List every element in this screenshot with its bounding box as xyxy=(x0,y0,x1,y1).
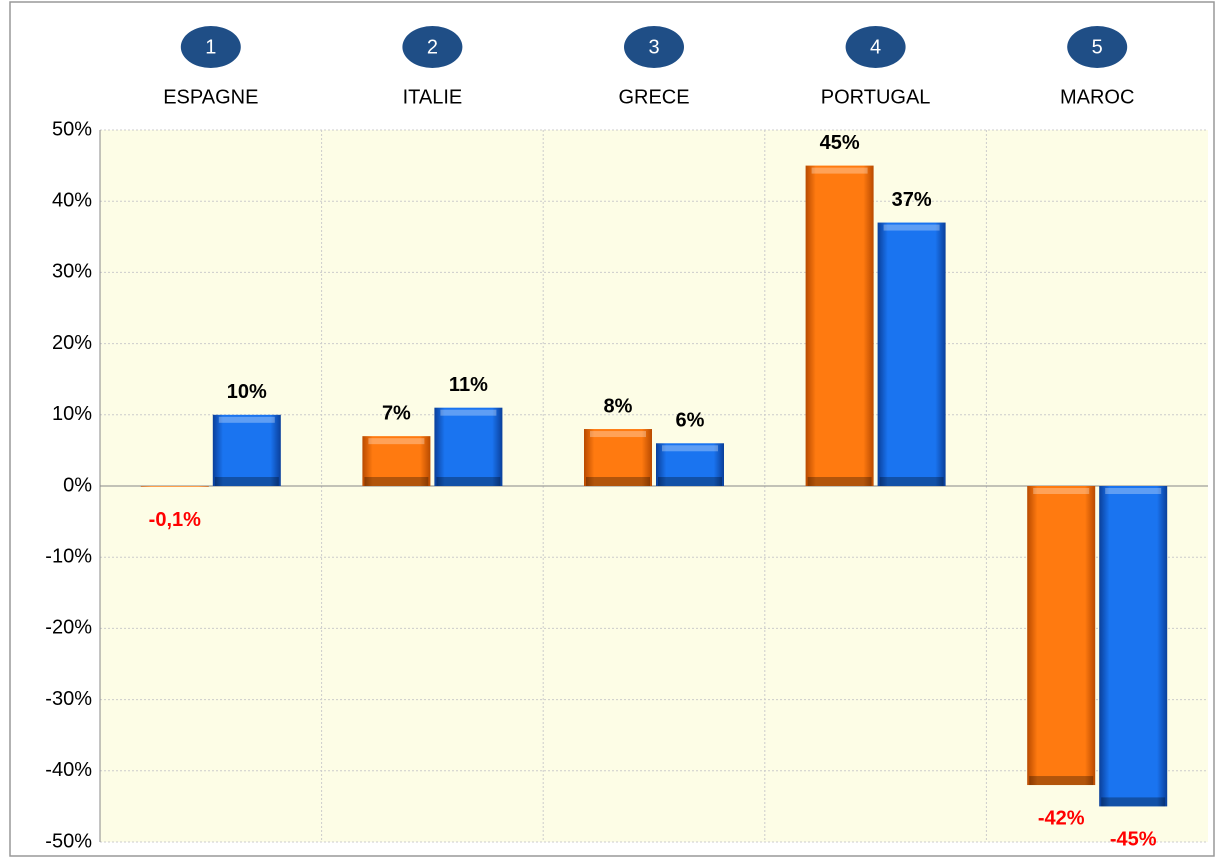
category-label: ITALIE xyxy=(403,86,463,108)
frame xyxy=(9,1,1215,857)
bar xyxy=(805,165,874,486)
y-tick-label: 10% xyxy=(52,403,92,425)
bar-bevel-bottom xyxy=(586,477,650,486)
bar xyxy=(434,407,503,486)
bar-bevel-top xyxy=(1033,488,1090,494)
y-tick-label: -20% xyxy=(45,617,92,639)
y-tick-label: 20% xyxy=(52,332,92,354)
category-label: ESPAGNE xyxy=(163,86,258,108)
rank-badge xyxy=(1067,26,1128,68)
bar xyxy=(584,429,652,486)
y-tick-label: -30% xyxy=(45,688,92,710)
rank-label: 1 xyxy=(205,36,216,58)
bar-bevel-bottom xyxy=(364,477,429,486)
value-label: 11% xyxy=(449,374,488,396)
bar xyxy=(877,222,946,486)
y-tick-label: -40% xyxy=(45,759,92,781)
rank-badge xyxy=(845,26,906,68)
value-label: 8% xyxy=(604,395,633,417)
bar xyxy=(1099,486,1168,807)
category-label: GRECE xyxy=(618,86,689,108)
bar-bevel-top xyxy=(440,409,497,416)
bar-bevel-bottom xyxy=(436,477,501,486)
y-tick-label: -50% xyxy=(45,830,92,852)
bar xyxy=(362,436,431,486)
bar-bevel-top xyxy=(368,438,425,445)
bar-bevel-bottom xyxy=(879,477,944,486)
bar-bevel-bottom xyxy=(1029,776,1094,786)
category-label: MAROC xyxy=(1060,86,1134,108)
y-tick-label: -10% xyxy=(45,545,92,567)
value-label: -45% xyxy=(1110,829,1157,851)
bar-bevel-bottom xyxy=(1101,797,1166,807)
bar xyxy=(212,414,281,486)
bar xyxy=(1027,486,1096,786)
value-label: 6% xyxy=(676,410,705,432)
bar-bevel-top xyxy=(590,431,646,438)
value-label: 37% xyxy=(892,189,932,211)
rank-label: 2 xyxy=(427,36,438,58)
value-label: 7% xyxy=(382,402,411,424)
rank-label: 4 xyxy=(870,36,881,58)
bar-bevel-top xyxy=(662,445,718,452)
bar-bevel-bottom xyxy=(807,477,872,486)
rank-label: 3 xyxy=(648,36,659,58)
value-label: -0,1% xyxy=(149,509,201,531)
bar-bevel-top xyxy=(811,167,868,174)
value-label: 45% xyxy=(820,132,860,154)
bar-bevel-bottom xyxy=(658,477,722,486)
value-label: 10% xyxy=(227,381,267,403)
rank-badge xyxy=(402,26,463,68)
rank-badge xyxy=(624,26,684,68)
bar xyxy=(140,486,209,487)
bar-bevel-top xyxy=(218,416,275,423)
value-label: -42% xyxy=(1038,807,1085,829)
rank-label: 5 xyxy=(1092,36,1103,58)
bar-bevel-bottom xyxy=(214,477,279,486)
bar-bevel-top xyxy=(1105,488,1162,494)
y-tick-label: 0% xyxy=(63,474,92,496)
bar-bevel-top xyxy=(883,224,940,231)
y-tick-label: 50% xyxy=(52,118,92,140)
bar xyxy=(656,443,724,486)
y-tick-label: 30% xyxy=(52,261,92,283)
rank-badge xyxy=(180,26,241,68)
y-tick-label: 40% xyxy=(52,189,92,211)
category-label: PORTUGAL xyxy=(821,86,931,108)
